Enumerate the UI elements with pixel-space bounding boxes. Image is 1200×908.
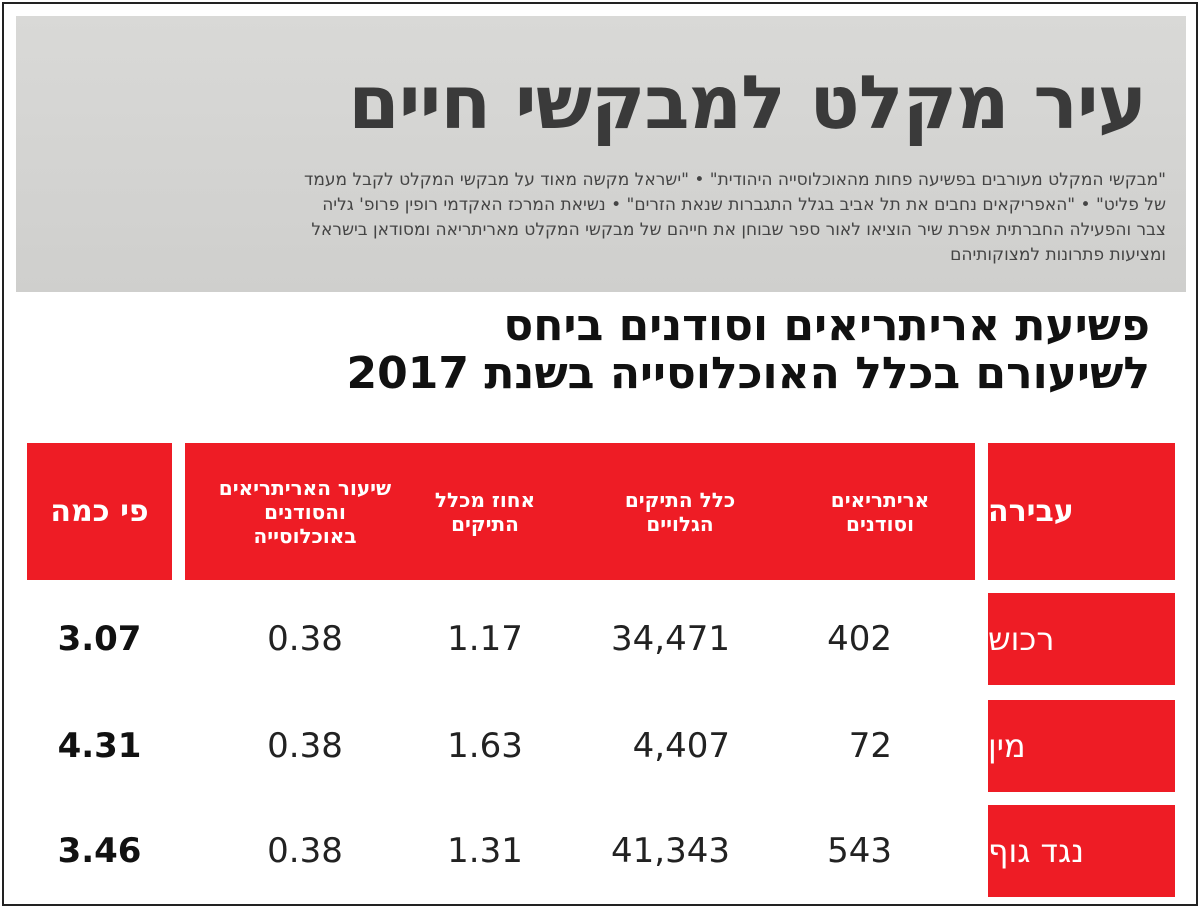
table-cell: 4.31 [57,726,142,766]
table-cell: 0.38 [267,831,343,871]
table-cell: 41,343 [611,831,730,871]
row-label: מין [988,700,1175,792]
paragraph-line: ומציעות פתרונות למצוקותיהם [950,245,1166,265]
table-cell: 72 [848,726,892,766]
table-cell: 0.38 [267,619,343,659]
header-cell: אחוז מכלל התיקים [434,487,536,536]
table-title: פשיעת אריתריאים וסודנים ביחס לשיעורם בכלל… [347,302,1150,398]
header-cell: פי כמה [27,443,172,580]
row-label: נגד גוף [988,805,1175,897]
newspaper-clipping: עיר מקלט למבקשי חיים "מבקשי המקלט מעורבי… [16,16,1186,292]
table-cell: 402 [827,619,892,659]
header-cell: עבירה [988,443,1175,580]
title-line: לשיעורם בכלל האוכלוסייה בשנת 2017 [346,348,1150,399]
clipping-paragraph: "מבקשי המקלט מעורבים בפשיעה פחות מהאוכלו… [16,168,1166,268]
paragraph-line: של פליט" • "האפריקאים נחבים את תל אביב ב… [322,195,1166,215]
table-cell: 34,471 [611,619,730,659]
header-cell: כלל התיקים הגלויים [624,487,736,536]
header-cell: שיעור האריתריאים והסודנים באוכלוסייה [218,475,392,548]
clipping-headline: עיר מקלט למבקשי חיים [348,60,1147,146]
header-block [185,443,975,580]
table-cell: 4,407 [632,726,730,766]
paragraph-line: צבר והפעילה החברתית אפרת שיר הוציאו לאור… [311,220,1166,240]
title-line: פשיעת אריתריאים וסודנים ביחס [503,300,1150,351]
table-cell: 3.46 [57,831,142,871]
table-cell: 1.31 [447,831,523,871]
table-cell: 543 [827,831,892,871]
paragraph-line: "מבקשי המקלט מעורבים בפשיעה פחות מהאוכלו… [304,170,1166,190]
row-label: רכוש [988,593,1175,685]
table-cell: 0.38 [267,726,343,766]
table-cell: 1.17 [447,619,523,659]
header-cell: אריתריאים וסודנים [830,487,930,536]
table-cell: 3.07 [57,619,142,659]
table-cell: 1.63 [447,726,523,766]
